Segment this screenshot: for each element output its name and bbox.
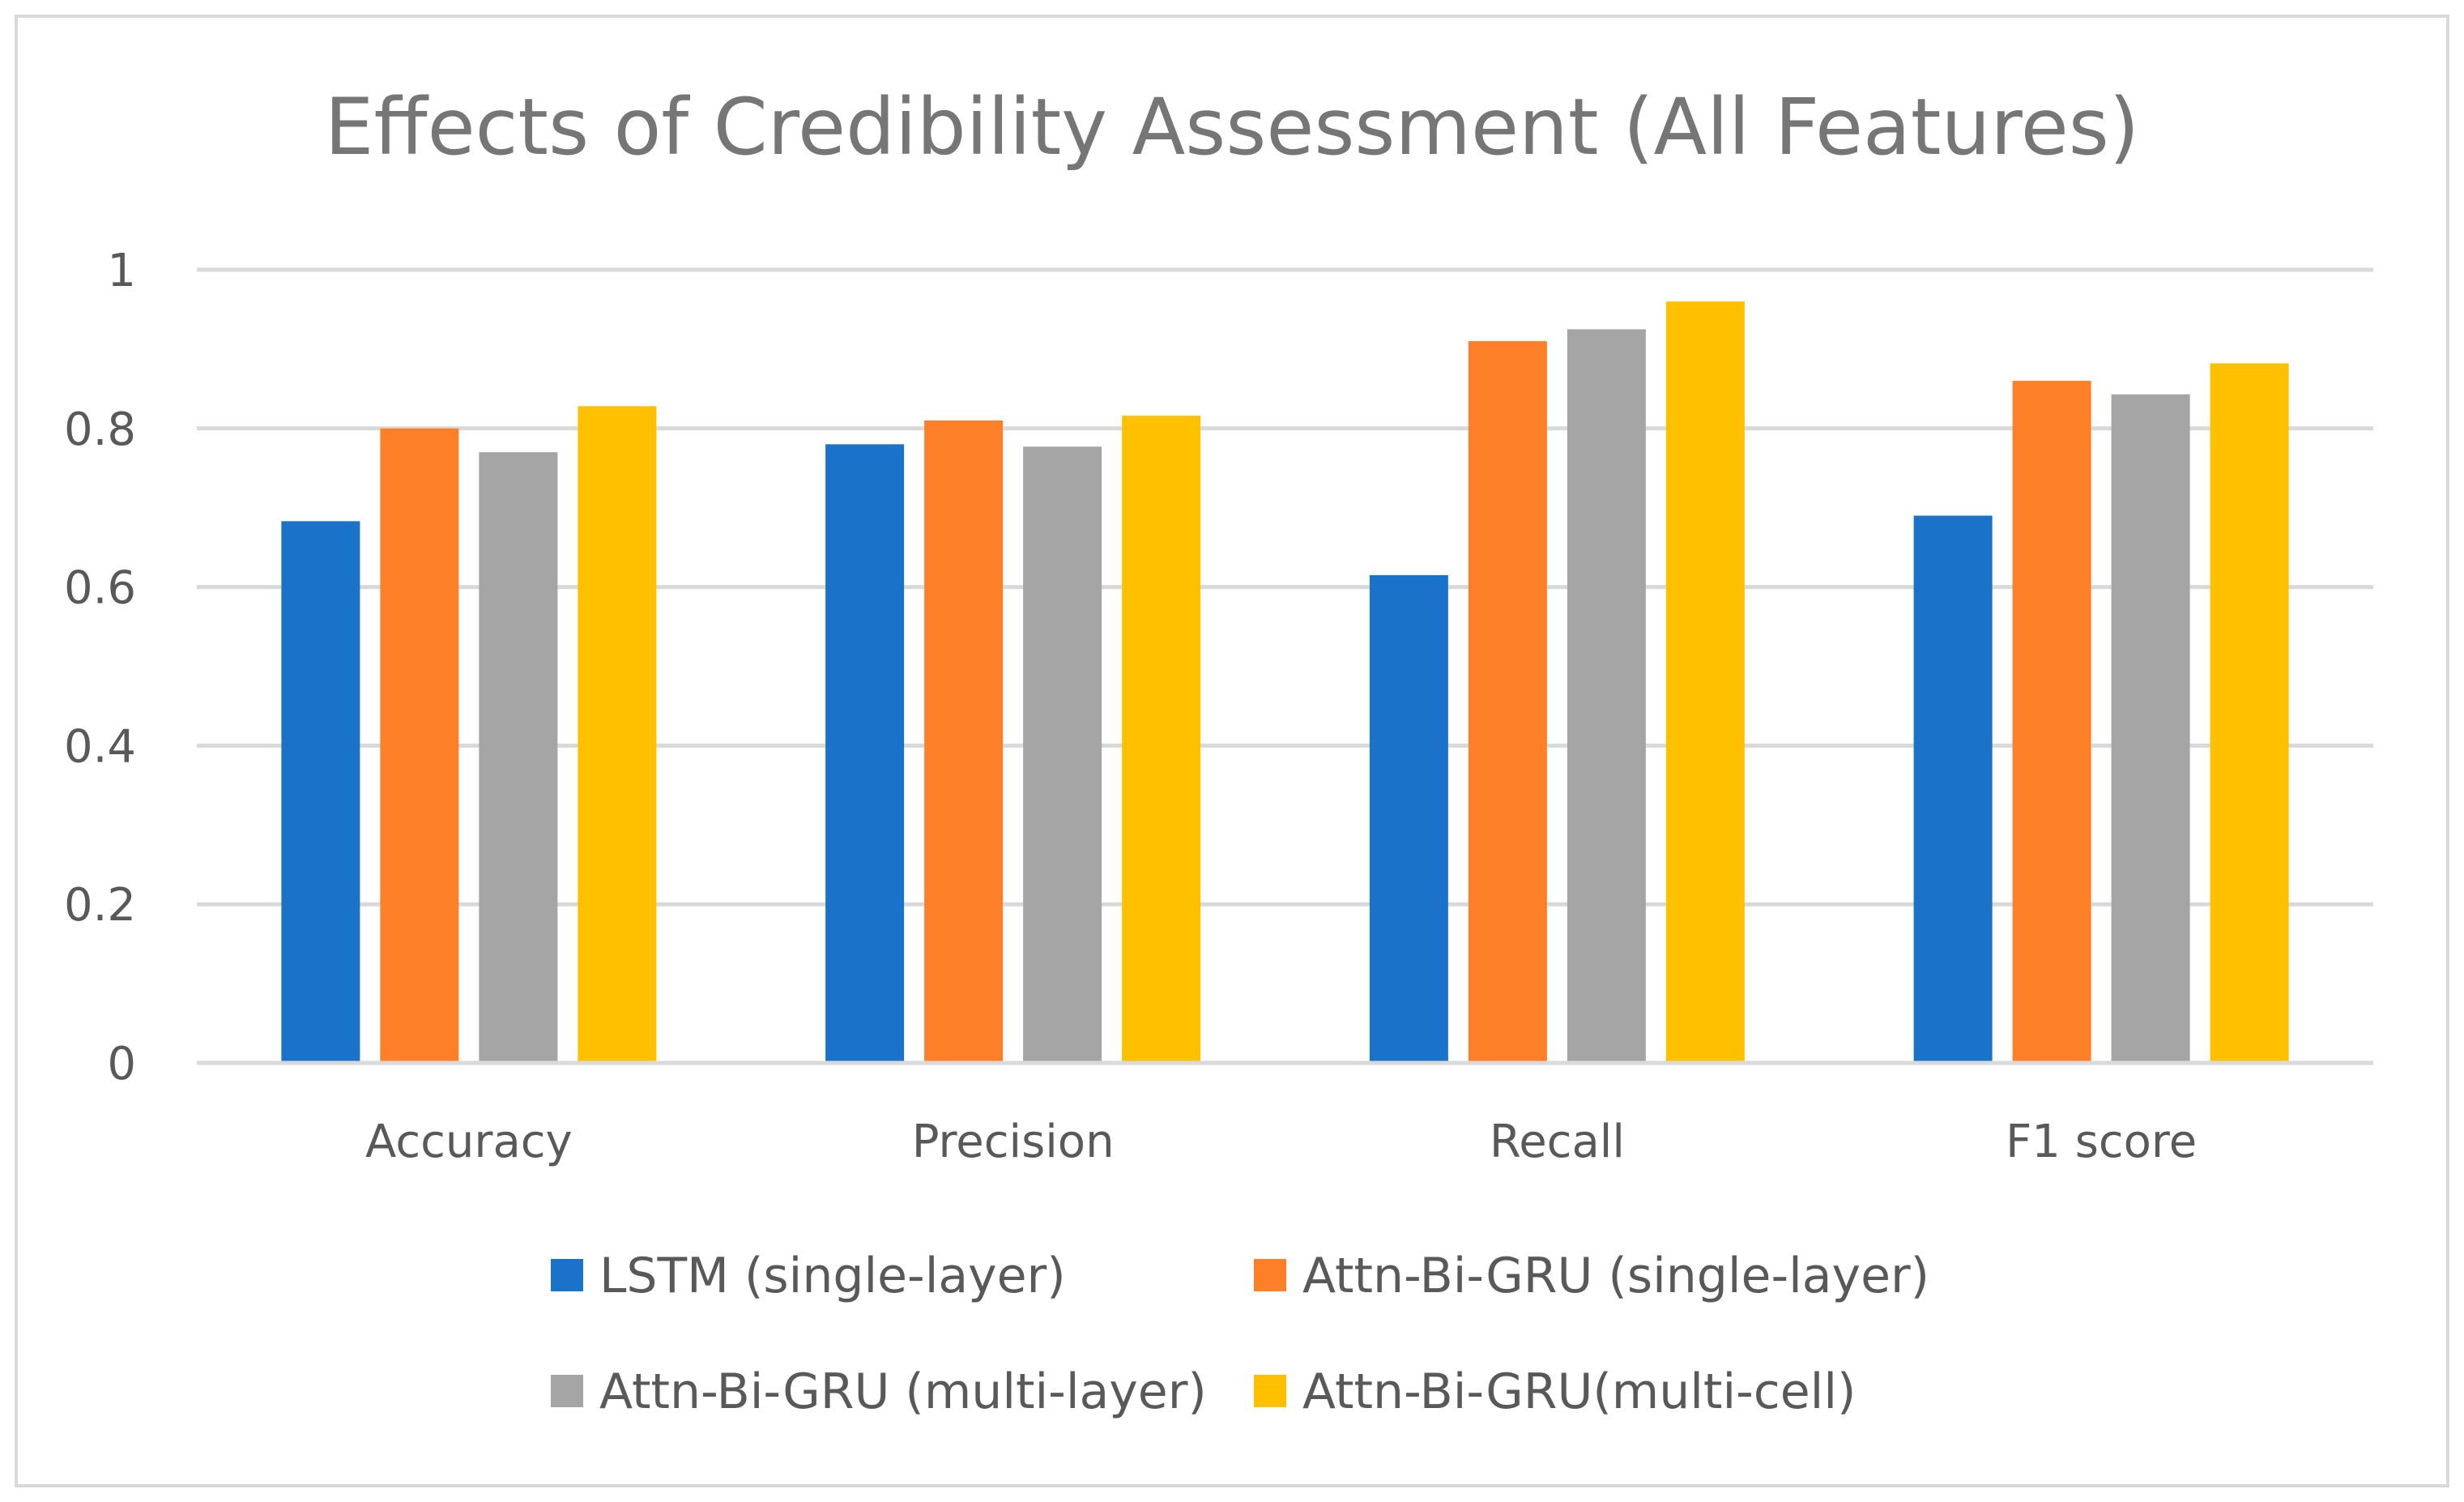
x-tick-label: Recall: [1490, 1116, 1625, 1168]
y-tick-label: 0.8: [64, 403, 136, 456]
legend: LSTM (single-layer) Attn-Bi-GRU (single-l…: [551, 1248, 1929, 1420]
x-tick-label: Precision: [912, 1116, 1115, 1168]
bar-f1-score-series-2: [2012, 381, 2091, 1063]
bar-f1-score-series-3: [2111, 394, 2190, 1063]
y-tick-label: 0: [107, 1038, 136, 1090]
bar-recall-series-4: [1665, 301, 1745, 1063]
bar-recall-series-1: [1369, 574, 1448, 1063]
legend-label: Attn-Bi-GRU (single-layer): [1302, 1248, 1929, 1304]
bar-accuracy-series-3: [479, 452, 558, 1063]
legend-swatch: [551, 1259, 583, 1291]
bar-precision-series-2: [924, 420, 1004, 1063]
y-tick-label: 0.2: [64, 879, 136, 932]
legend-swatch: [1254, 1375, 1286, 1407]
legend-label: Attn-Bi-GRU(multi-cell): [1302, 1363, 1856, 1420]
bar-accuracy-series-1: [281, 521, 360, 1063]
bar-accuracy-series-4: [578, 406, 657, 1063]
y-tick-label: 0.4: [64, 720, 136, 773]
x-axis-ticks: Accuracy Precision Recall F1 score: [365, 1116, 2197, 1168]
chart-title: Effects of Credibility Assessment (All F…: [325, 82, 2139, 173]
bar-f1-score-series-1: [1913, 515, 1993, 1063]
y-tick-label: 1: [107, 245, 136, 297]
legend-swatch: [1254, 1259, 1286, 1291]
x-tick-label: F1 score: [2006, 1116, 2197, 1168]
bar-precision-series-3: [1023, 446, 1102, 1063]
legend-label: LSTM (single-layer): [599, 1248, 1066, 1304]
bar-recall-series-3: [1567, 329, 1646, 1063]
bar-accuracy-series-2: [380, 428, 459, 1063]
legend-label: Attn-Bi-GRU (multi-layer): [599, 1363, 1207, 1420]
bar-recall-series-2: [1468, 341, 1547, 1063]
bar-f1-score-series-4: [2210, 363, 2289, 1064]
y-tick-label: 0.6: [64, 562, 136, 615]
bars: [197, 301, 2373, 1065]
legend-swatch: [551, 1375, 583, 1407]
y-axis-ticks: 0 0.2 0.4 0.6 0.8 1: [64, 245, 136, 1090]
x-tick-label: Accuracy: [365, 1116, 573, 1168]
bar-precision-series-1: [825, 444, 905, 1063]
bar-precision-series-4: [1122, 416, 1201, 1063]
